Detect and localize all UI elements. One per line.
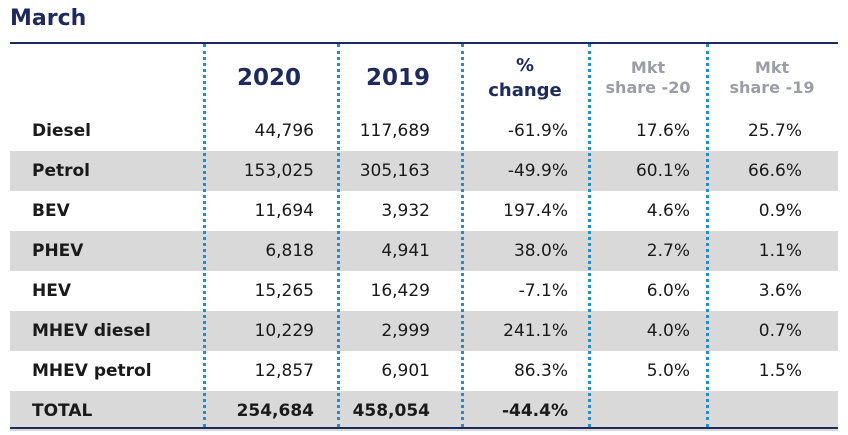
total-label: TOTAL (32, 401, 93, 421)
total-share-19 (706, 391, 838, 431)
value-share-20: 5.0% (646, 361, 690, 381)
header-2020: 2020 (236, 64, 301, 91)
column-divider (461, 44, 464, 427)
header-share-20: Mkt share -20 (605, 57, 691, 97)
row-label: MHEV petrol (32, 361, 152, 381)
value-2019: 6,901 (381, 361, 430, 381)
total-2019: 458,054 (352, 401, 430, 421)
value-share-20: 60.1% (635, 161, 690, 181)
value-2020: 44,796 (254, 121, 314, 141)
header-share-19: Mkt share -19 (729, 57, 815, 97)
table-row: Diesel 44,796 117,689 -61.9% 17.6% 25.7% (10, 111, 838, 151)
value-change: -61.9% (507, 121, 568, 141)
total-share-20 (590, 391, 706, 431)
row-label: Diesel (32, 121, 91, 141)
column-divider (203, 44, 206, 427)
value-share-20: 2.7% (646, 241, 690, 261)
value-share-19: 1.5% (758, 361, 802, 381)
value-change: -49.9% (507, 161, 568, 181)
value-2019: 305,163 (359, 161, 430, 181)
row-label: BEV (32, 201, 70, 221)
header-2019: 2019 (365, 64, 430, 91)
table-row: Petrol 153,025 305,163 -49.9% 60.1% 66.6… (10, 151, 838, 191)
value-share-20: 6.0% (646, 281, 690, 301)
value-2020: 153,025 (243, 161, 314, 181)
value-share-19: 1.1% (758, 241, 802, 261)
value-share-19: 0.7% (758, 321, 802, 341)
value-2019: 117,689 (359, 121, 430, 141)
table-row: MHEV petrol 12,857 6,901 86.3% 5.0% 1.5% (10, 351, 838, 391)
column-divider (588, 44, 591, 427)
value-2020: 6,818 (265, 241, 314, 261)
row-label: Petrol (32, 161, 91, 181)
total-change: -44.4% (501, 401, 568, 421)
value-2019: 16,429 (370, 281, 430, 301)
total-row: TOTAL 254,684 458,054 -44.4% (10, 391, 838, 431)
table-header: 2020 2019 % change Mkt share -20 Mkt share … (10, 44, 838, 111)
value-change: 38.0% (513, 241, 568, 261)
row-label: PHEV (32, 241, 84, 261)
value-share-20: 4.0% (646, 321, 690, 341)
value-share-20: 4.6% (646, 201, 690, 221)
value-2019: 3,932 (381, 201, 430, 221)
table-row: HEV 15,265 16,429 -7.1% 6.0% 3.6% (10, 271, 838, 311)
table-row: BEV 11,694 3,932 197.4% 4.6% 0.9% (10, 191, 838, 231)
value-2020: 15,265 (254, 281, 314, 301)
value-2019: 4,941 (381, 241, 430, 261)
value-share-19: 0.9% (758, 201, 802, 221)
value-2020: 10,229 (254, 321, 314, 341)
value-change: 241.1% (503, 321, 568, 341)
sales-table: 2020 2019 % change Mkt share -20 Mkt share … (10, 44, 838, 431)
table-row: PHEV 6,818 4,941 38.0% 2.7% 1.1% (10, 231, 838, 271)
value-change: 86.3% (513, 361, 568, 381)
top-rule (10, 42, 838, 44)
value-share-19: 3.6% (758, 281, 802, 301)
table-row: MHEV diesel 10,229 2,999 241.1% 4.0% 0.7… (10, 311, 838, 351)
total-2020: 254,684 (236, 401, 314, 421)
value-share-19: 25.7% (747, 121, 802, 141)
value-change: 197.4% (503, 201, 568, 221)
header-change: % change (488, 54, 562, 101)
value-2019: 2,999 (381, 321, 430, 341)
bottom-rule (10, 427, 838, 429)
header-label-cell (10, 44, 202, 111)
row-label: MHEV diesel (32, 321, 151, 341)
row-label: HEV (32, 281, 71, 301)
value-share-19: 66.6% (747, 161, 802, 181)
column-divider (337, 44, 340, 427)
column-divider (706, 44, 709, 427)
value-share-20: 17.6% (635, 121, 690, 141)
value-2020: 11,694 (254, 201, 314, 221)
page-title: March (10, 6, 87, 31)
value-change: -7.1% (518, 281, 568, 301)
value-2020: 12,857 (254, 361, 314, 381)
